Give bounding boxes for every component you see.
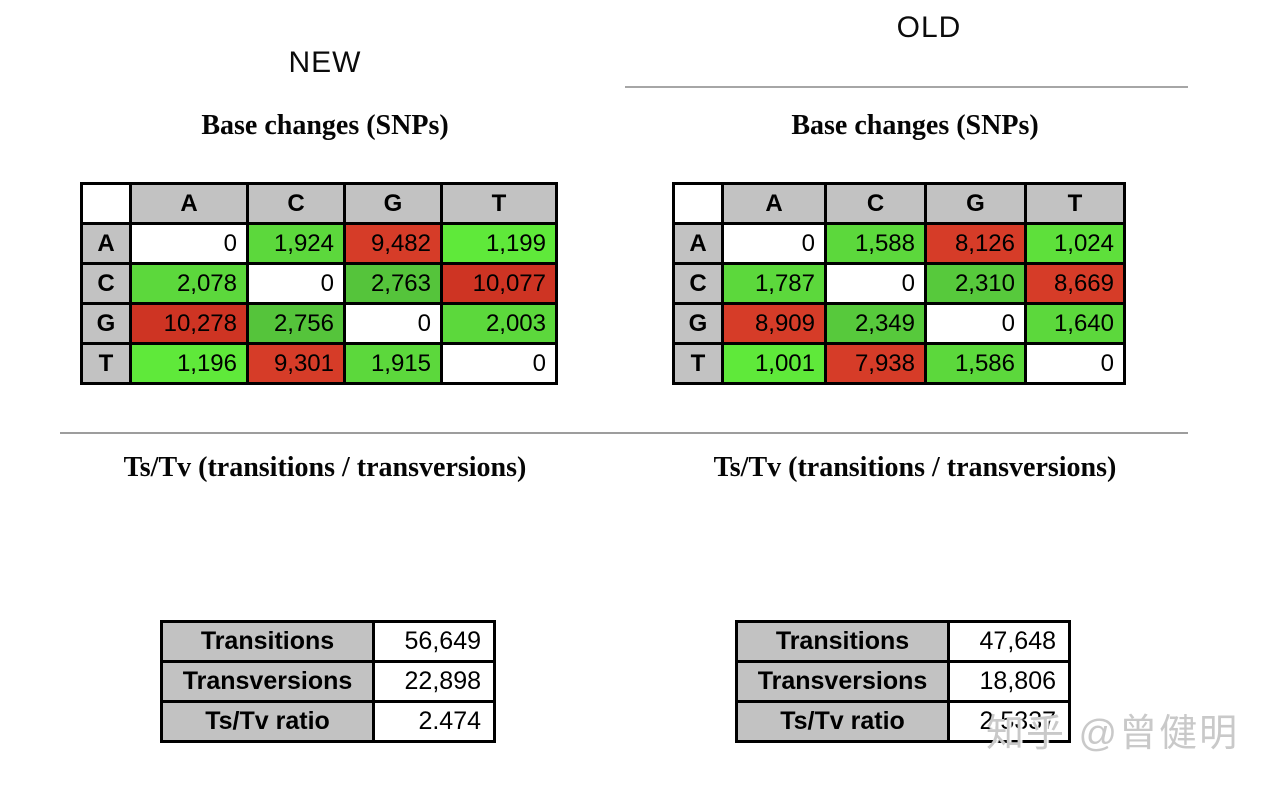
matrix-cell: 2,763	[343, 262, 443, 305]
matrix-cell: 1,915	[343, 342, 443, 385]
section-divider-rule	[60, 432, 1188, 434]
matrix-body: A 0 1,588 8,126 1,024 C 1,787 0 2,310 8,669 G 8,909…	[672, 222, 1126, 385]
summary-label: Transversions	[160, 660, 375, 703]
panel-old-label: OLD	[896, 11, 962, 44]
matrix-cell: 10,278	[129, 302, 249, 345]
matrix-row: G 8,909 2,349 0 1,640	[672, 302, 1126, 345]
matrix-cell: 7,938	[824, 342, 927, 385]
matrix-cell: 0	[1024, 342, 1126, 385]
matrix-corner-cell	[80, 182, 132, 225]
matrix-cell: 8,909	[721, 302, 827, 345]
matrix-cell: 1,196	[129, 342, 249, 385]
summary-value: 18,806	[947, 660, 1071, 703]
matrix-row-header: C	[80, 262, 132, 305]
matrix-cell: 0	[440, 342, 558, 385]
matrix-row-header: G	[80, 302, 132, 345]
old-header-rule	[625, 86, 1188, 88]
matrix-cell: 10,077	[440, 262, 558, 305]
summary-value: 47,648	[947, 620, 1071, 663]
summary-row: Transitions 56,649	[160, 620, 496, 663]
matrix-cell: 2,078	[129, 262, 249, 305]
summary-row: Ts/Tv ratio 2.474	[160, 700, 496, 743]
summary-label: Transitions	[735, 620, 950, 663]
matrix-row-header: T	[672, 342, 724, 385]
tstv-summary-table-new: Transitions 56,649 Transversions 22,898 Ts/T…	[160, 620, 496, 743]
matrix-col-header: C	[824, 182, 927, 225]
matrix-cell: 9,482	[343, 222, 443, 265]
matrix-col-header: G	[924, 182, 1027, 225]
matrix-row: C 2,078 0 2,763 10,077	[80, 262, 558, 305]
summary-value: 2.5337	[947, 700, 1071, 743]
matrix-cell: 2,756	[246, 302, 346, 345]
summary-row: Transitions 47,648	[735, 620, 1071, 663]
panel-new-label: NEW	[288, 46, 362, 79]
matrix-cell: 0	[246, 262, 346, 305]
matrix-row-header: A	[80, 222, 132, 265]
summary-row: Transversions 18,806	[735, 660, 1071, 703]
summary-value: 2.474	[372, 700, 496, 743]
base-changes-title-old: Base changes (SNPs)	[791, 110, 1039, 141]
matrix-row-header: C	[672, 262, 724, 305]
matrix-row-header: A	[672, 222, 724, 265]
summary-value: 22,898	[372, 660, 496, 703]
matrix-row: A 0 1,924 9,482 1,199	[80, 222, 558, 265]
matrix-corner-cell	[672, 182, 724, 225]
matrix-cell: 0	[824, 262, 927, 305]
zhihu-watermark: 知乎 @曾健明	[986, 713, 1240, 755]
matrix-cell: 0	[343, 302, 443, 345]
matrix-cell: 0	[721, 222, 827, 265]
matrix-col-header: A	[721, 182, 827, 225]
tstv-title-old: Ts/Tv (transitions / transversions)	[713, 452, 1117, 483]
matrix-cell: 2,349	[824, 302, 927, 345]
matrix-cell: 8,669	[1024, 262, 1126, 305]
matrix-col-header: A	[129, 182, 249, 225]
matrix-col-header: C	[246, 182, 346, 225]
matrix-cell: 1,924	[246, 222, 346, 265]
matrix-cell: 1,787	[721, 262, 827, 305]
matrix-body: A 0 1,924 9,482 1,199 C 2,078 0 2,763 10,077 G 10,2…	[80, 222, 558, 385]
matrix-cell: 1,024	[1024, 222, 1126, 265]
summary-label: Transitions	[160, 620, 375, 663]
summary-row: Ts/Tv ratio 2.5337	[735, 700, 1071, 743]
summary-body: Transitions 56,649 Transversions 22,898 Ts/T…	[160, 620, 496, 743]
matrix-col-header: T	[1024, 182, 1126, 225]
matrix-cell: 1,586	[924, 342, 1027, 385]
matrix-cell: 1,588	[824, 222, 927, 265]
summary-label: Ts/Tv ratio	[160, 700, 375, 743]
summary-value: 56,649	[372, 620, 496, 663]
base-changes-title-new: Base changes (SNPs)	[201, 110, 449, 141]
matrix-cell: 1,640	[1024, 302, 1126, 345]
matrix-row: C 1,787 0 2,310 8,669	[672, 262, 1126, 305]
summary-label: Ts/Tv ratio	[735, 700, 950, 743]
matrix-col-header: T	[440, 182, 558, 225]
matrix-cell: 2,310	[924, 262, 1027, 305]
matrix-row: G 10,278 2,756 0 2,003	[80, 302, 558, 345]
summary-row: Transversions 22,898	[160, 660, 496, 703]
matrix-cell: 0	[924, 302, 1027, 345]
matrix-cell: 8,126	[924, 222, 1027, 265]
matrix-row: T 1,001 7,938 1,586 0	[672, 342, 1126, 385]
matrix-cell: 1,199	[440, 222, 558, 265]
matrix-row-header: T	[80, 342, 132, 385]
matrix-col-header: G	[343, 182, 443, 225]
tstv-title-new: Ts/Tv (transitions / transversions)	[123, 452, 527, 483]
matrix-row-header: G	[672, 302, 724, 345]
summary-label: Transversions	[735, 660, 950, 703]
matrix-row: T 1,196 9,301 1,915 0	[80, 342, 558, 385]
matrix-cell: 1,001	[721, 342, 827, 385]
matrix-cell: 0	[129, 222, 249, 265]
matrix-cell: 2,003	[440, 302, 558, 345]
summary-body: Transitions 47,648 Transversions 18,806 Ts/T…	[735, 620, 1071, 743]
matrix-cell: 9,301	[246, 342, 346, 385]
matrix-row: A 0 1,588 8,126 1,024	[672, 222, 1126, 265]
tstv-summary-table-old: Transitions 47,648 Transversions 18,806 Ts/T…	[735, 620, 1071, 743]
